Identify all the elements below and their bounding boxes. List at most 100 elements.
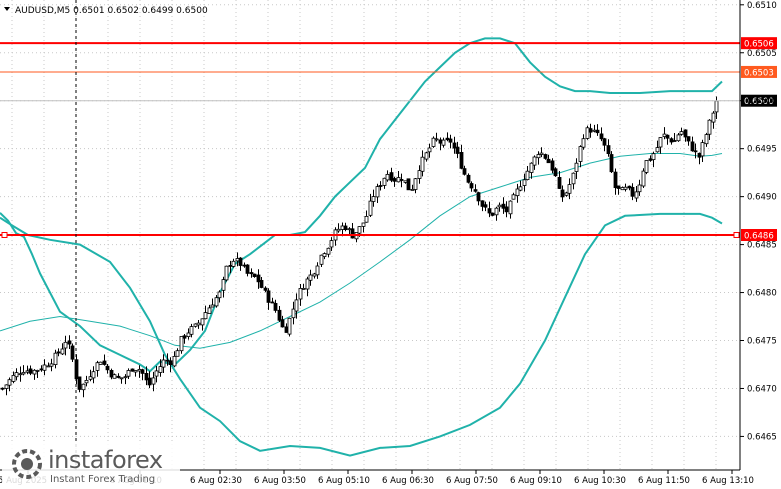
- candle-body: [203, 312, 208, 320]
- y-tick-label: 0.6495: [747, 145, 777, 155]
- candle-body: [95, 362, 100, 371]
- y-tick-label: 0.6505: [747, 49, 777, 59]
- candle-body: [378, 185, 383, 187]
- candle-body: [627, 185, 632, 189]
- candle-body: [693, 150, 698, 153]
- candle-body: [532, 156, 537, 166]
- candle-body: [158, 366, 163, 373]
- candle-body: [42, 364, 47, 371]
- candle-body: [70, 345, 75, 360]
- candle-body: [217, 291, 222, 299]
- candle-body: [193, 323, 198, 327]
- x-tick-label: 6 Aug 07:50: [446, 476, 498, 486]
- candle-body: [287, 317, 292, 335]
- candle-body: [441, 139, 446, 146]
- level-label-bg: [741, 229, 777, 241]
- candle-body: [609, 154, 614, 173]
- candle-body: [137, 368, 142, 372]
- candle-body: [445, 137, 450, 141]
- level-anchor-left: [1, 232, 8, 238]
- candle-body: [305, 278, 310, 290]
- candle-body: [315, 265, 320, 276]
- candle-body: [245, 264, 250, 274]
- candle-body: [0, 387, 5, 390]
- candle-body: [578, 146, 583, 162]
- candle-body: [641, 170, 646, 187]
- watermark-brand: instaforex: [48, 446, 163, 474]
- candle-body: [490, 212, 495, 216]
- x-tick-label: 6 Aug 02:30: [190, 476, 242, 486]
- candle-body: [329, 240, 334, 248]
- candle-body: [564, 192, 569, 196]
- candle-body: [259, 279, 264, 288]
- dropdown-triangle-icon[interactable]: [4, 7, 10, 11]
- candle-body: [312, 273, 317, 277]
- candle-body: [207, 307, 212, 314]
- candle-body: [476, 192, 481, 202]
- candle-body: [256, 274, 261, 283]
- candle-body: [630, 186, 635, 197]
- candle-body: [686, 136, 691, 142]
- candle-body: [690, 141, 695, 152]
- candle-body: [39, 368, 44, 371]
- candle-body: [574, 162, 579, 172]
- candle-body: [46, 365, 51, 368]
- candle-body: [77, 376, 82, 390]
- candle-body: [711, 112, 716, 123]
- candle-body: [480, 200, 485, 207]
- candle-body: [67, 340, 72, 345]
- candle-body: [308, 274, 313, 281]
- candle-body: [672, 140, 677, 142]
- y-tick-label: 0.6490: [747, 193, 777, 203]
- candle-body: [291, 308, 296, 319]
- candle-body: [4, 384, 9, 389]
- candle-body: [322, 253, 327, 258]
- candle-body: [133, 370, 138, 373]
- candle-body: [165, 359, 170, 362]
- candle-body: [424, 152, 429, 160]
- candle-body: [501, 203, 506, 209]
- candle-body: [119, 377, 124, 380]
- candle-body: [536, 154, 541, 159]
- candle-body: [662, 133, 667, 138]
- candle-body: [154, 370, 159, 377]
- candle-body: [88, 376, 93, 380]
- candle-body: [455, 146, 460, 154]
- candle-body: [448, 138, 453, 143]
- x-tick-label: 6 Aug 09:10: [510, 476, 562, 486]
- candle-body: [700, 142, 705, 157]
- candle-body: [620, 187, 625, 191]
- candle-body: [350, 228, 355, 239]
- candle-body: [539, 152, 544, 155]
- level-lines: 0.6506 0.6503 0.6486 0.6500: [0, 37, 777, 242]
- candle-body: [613, 171, 618, 189]
- y-tick-label: 0.6485: [747, 241, 777, 251]
- candle-body: [235, 258, 240, 262]
- candle-body: [32, 369, 37, 375]
- candle-body: [189, 326, 194, 335]
- y-tick-label: 0.6475: [747, 337, 777, 347]
- candle-body: [434, 138, 439, 141]
- candle-body: [581, 138, 586, 148]
- candle-body: [343, 225, 348, 230]
- candle-body: [406, 178, 411, 191]
- candle-body: [130, 368, 135, 372]
- candle-body: [21, 371, 26, 375]
- x-tick-label: 6 Aug 03:50: [254, 476, 306, 486]
- candle-body: [669, 138, 674, 143]
- candle-body: [123, 376, 128, 379]
- candle-body: [403, 180, 408, 183]
- candle-body: [704, 134, 709, 145]
- candle-body: [494, 207, 499, 216]
- candle-body: [483, 204, 488, 208]
- candle-body: [147, 377, 152, 386]
- candle-body: [14, 372, 19, 378]
- candle-body: [284, 326, 289, 333]
- candle-body: [161, 359, 166, 368]
- candle-body: [28, 368, 33, 374]
- candle-body: [242, 264, 247, 267]
- level-label-bg: [741, 65, 777, 78]
- x-tick-label: 6 Aug 13:10: [702, 476, 754, 486]
- candle-body: [126, 370, 131, 377]
- candle-body: [112, 374, 117, 379]
